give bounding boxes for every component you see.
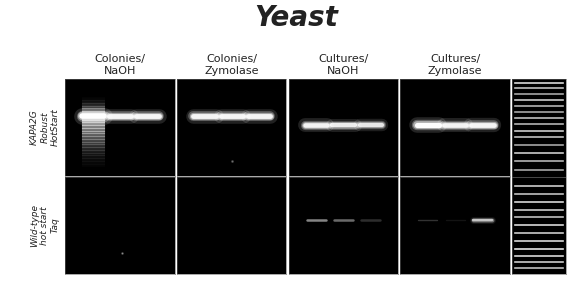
Text: Colonies/
Zymolase: Colonies/ Zymolase — [204, 54, 259, 76]
Text: Colonies/
NaOH: Colonies/ NaOH — [94, 54, 146, 76]
Text: Cultures/
Zymolase: Cultures/ Zymolase — [428, 54, 483, 76]
Text: Cultures/
NaOH: Cultures/ NaOH — [318, 54, 369, 76]
Text: Yeast: Yeast — [254, 4, 338, 32]
Text: KAPA2G
Robust
HotStart: KAPA2G Robust HotStart — [30, 108, 60, 146]
Text: Wild-type
hot start
Taq: Wild-type hot start Taq — [30, 204, 60, 247]
